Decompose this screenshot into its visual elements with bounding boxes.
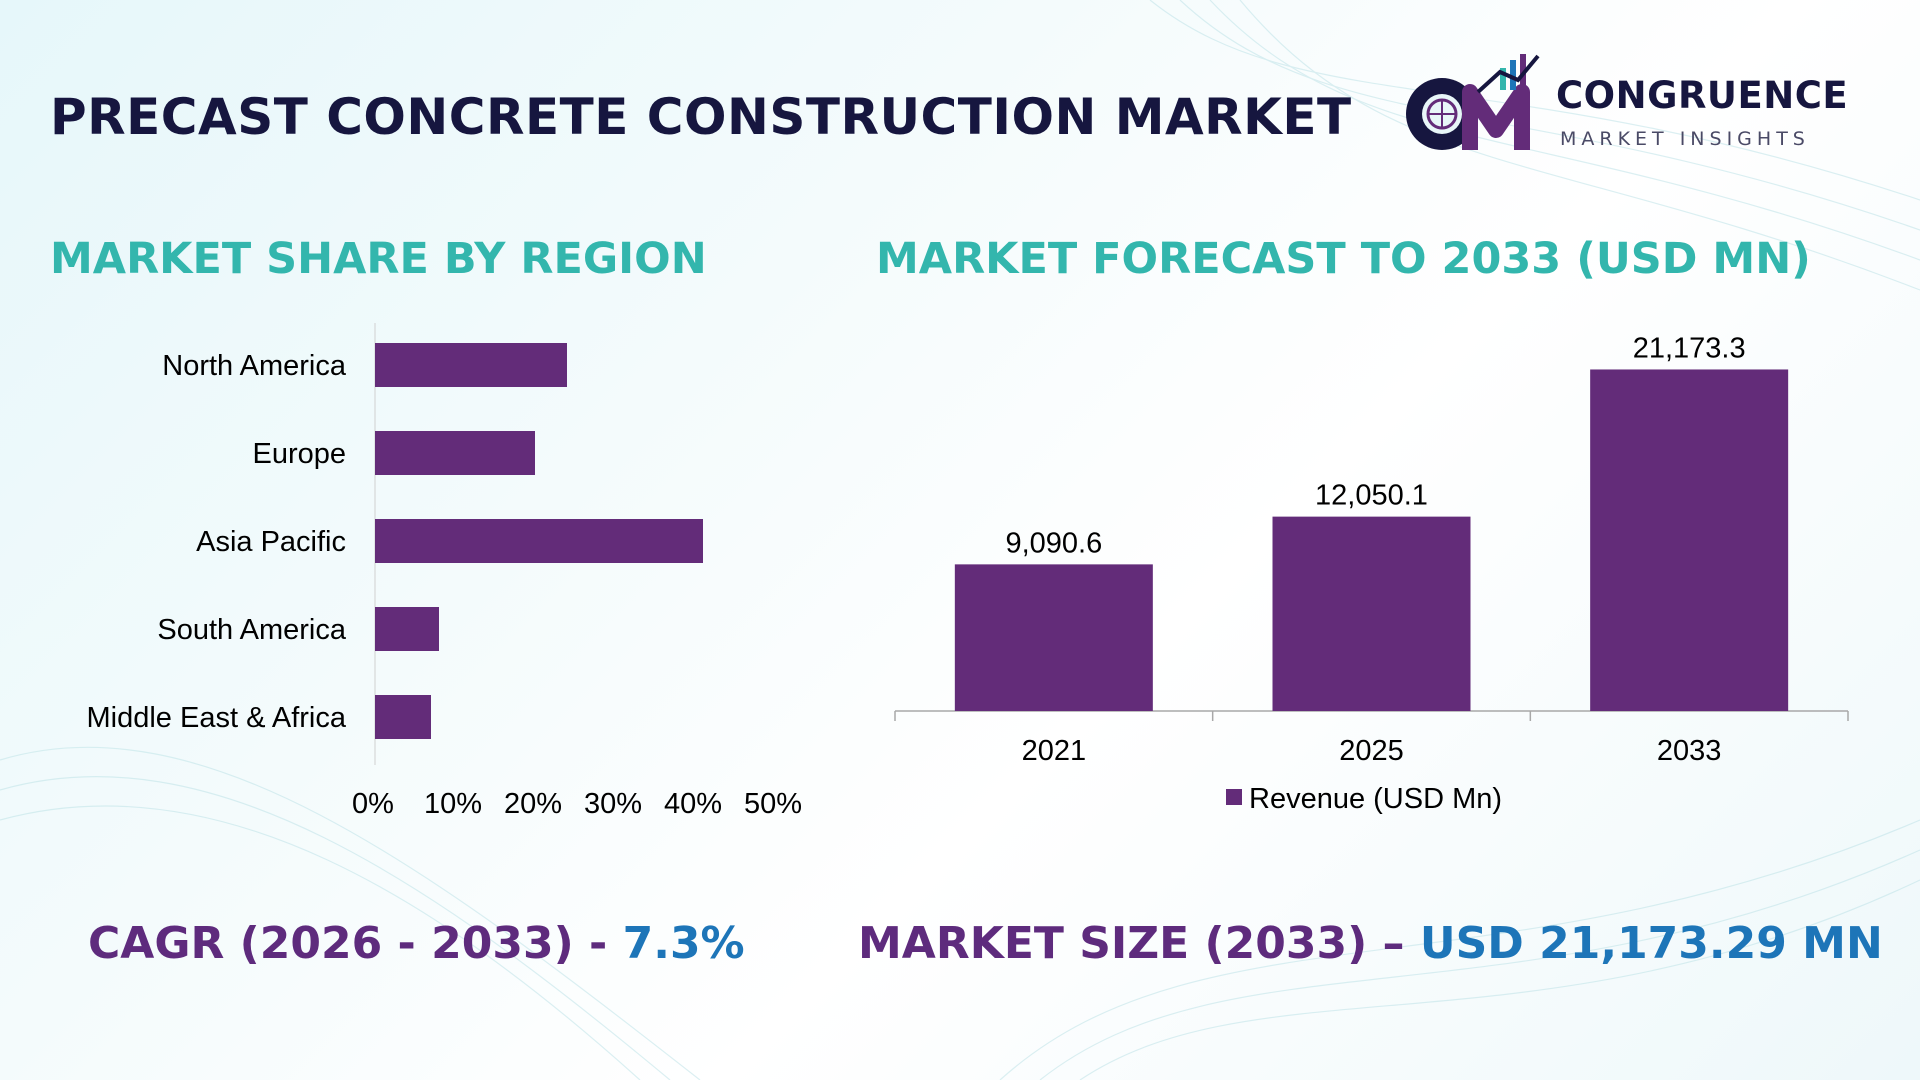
cagr-value: 7.3% (622, 918, 745, 969)
logo-name: CONGRUENCE (1556, 74, 1849, 117)
region-x-tick-label: 0% (352, 788, 394, 820)
region-bar (375, 519, 703, 563)
region-x-tick-label: 20% (504, 788, 562, 820)
forecast-bar (1590, 369, 1789, 711)
cagr-stat: CAGR (2026 - 2033) - 7.3% (88, 918, 745, 969)
forecast-x-tick-label: 2021 (1022, 735, 1087, 767)
logo-mark-icon (1406, 54, 1540, 150)
forecast-value-label: 12,050.1 (1315, 480, 1428, 512)
region-label: Asia Pacific (196, 526, 346, 558)
logo-tagline: MARKET INSIGHTS (1560, 128, 1810, 150)
region-x-tick-label: 30% (584, 788, 642, 820)
forecast-value-label: 9,090.6 (1005, 527, 1102, 559)
market-size-label: MARKET SIZE (2033) – (858, 918, 1420, 969)
forecast-bar (954, 564, 1153, 711)
region-x-tick-label: 40% (664, 788, 722, 820)
market-size-value: USD 21,173.29 MN (1419, 918, 1883, 969)
page-title: PRECAST CONCRETE CONSTRUCTION MARKET (50, 88, 1352, 146)
region-bar (375, 695, 431, 739)
region-chart-title: MARKET SHARE BY REGION (50, 234, 707, 284)
forecast-legend-swatch (1226, 789, 1242, 805)
region-label: Europe (252, 438, 346, 470)
forecast-value-label: 21,173.3 (1633, 332, 1746, 364)
region-bar (375, 607, 439, 651)
forecast-chart-title: MARKET FORECAST TO 2033 (USD MN) (876, 234, 1811, 284)
forecast-x-tick-label: 2025 (1339, 735, 1404, 767)
forecast-x-tick-label: 2033 (1657, 735, 1722, 767)
region-label: North America (162, 350, 347, 382)
forecast-legend-label: Revenue (USD Mn) (1249, 783, 1502, 815)
region-bar (375, 343, 567, 387)
region-label: South America (157, 614, 346, 646)
region-bar (375, 431, 535, 475)
region-x-tick-label: 50% (744, 788, 802, 820)
market-size-stat: MARKET SIZE (2033) – USD 21,173.29 MN (858, 918, 1883, 969)
region-label: Middle East & Africa (87, 702, 347, 734)
region-x-tick-label: 10% (424, 788, 482, 820)
forecast-bar (1272, 516, 1471, 711)
cagr-label: CAGR (2026 - 2033) - (88, 918, 623, 969)
company-logo: CONGRUENCE MARKET INSIGHTS (1400, 52, 1870, 162)
